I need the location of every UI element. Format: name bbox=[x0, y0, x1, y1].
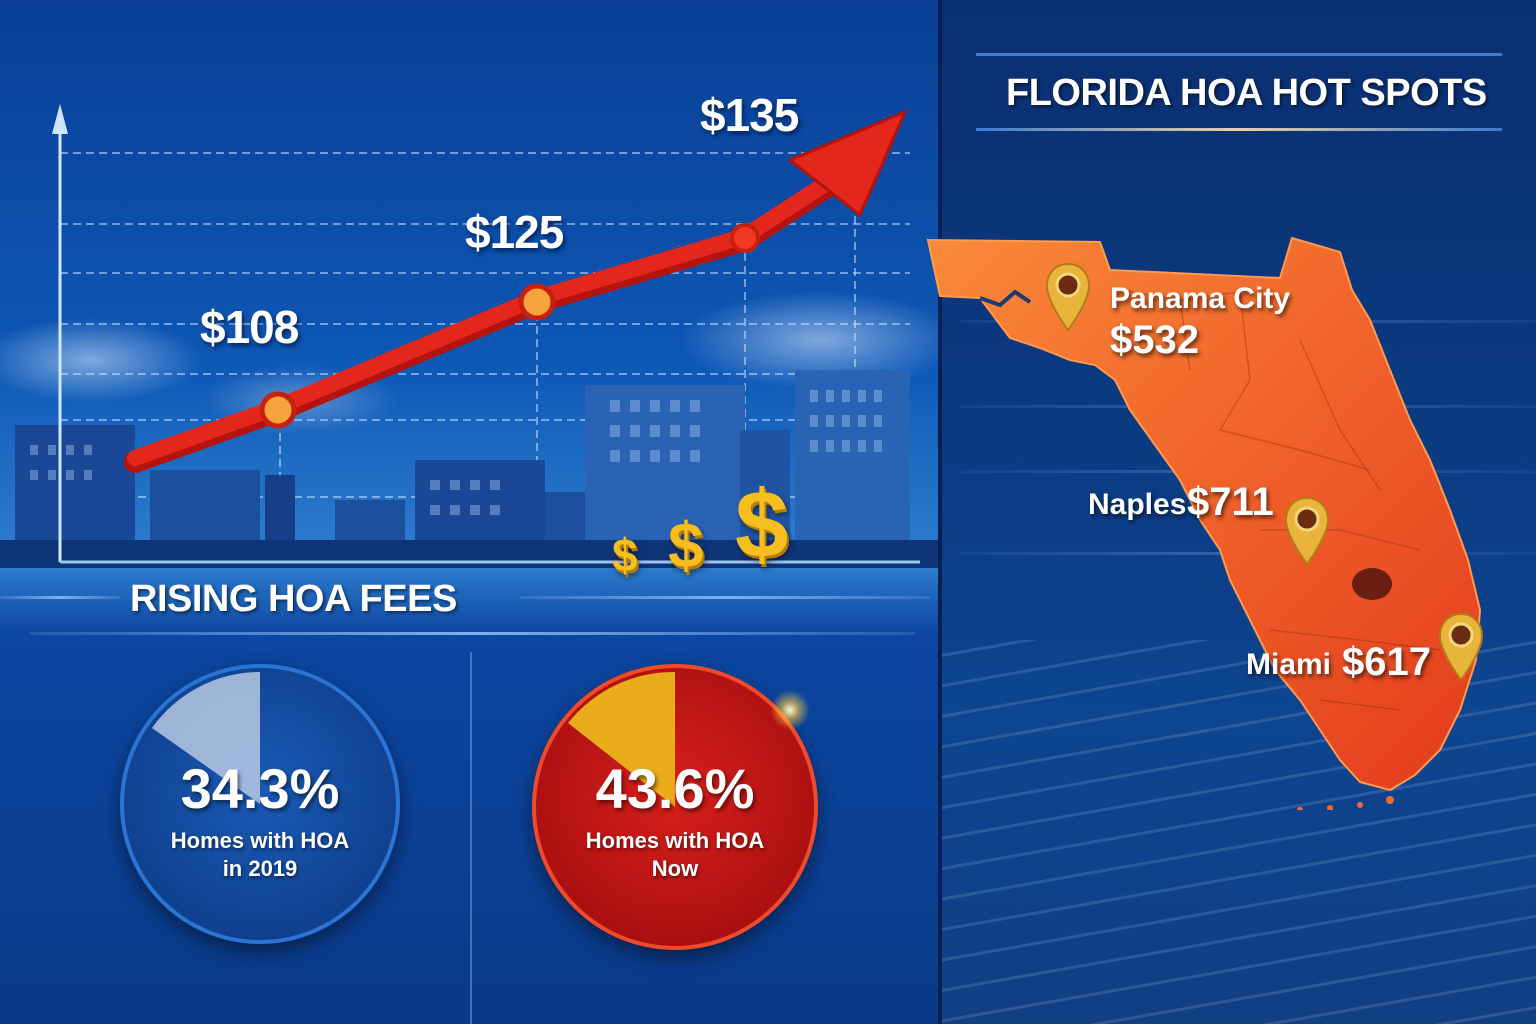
location-pin-naples-icon[interactable] bbox=[1284, 496, 1330, 566]
data-point-2 bbox=[518, 283, 556, 321]
city-price-miami: $617 bbox=[1342, 640, 1431, 684]
stat-value-2019: 34.3% bbox=[180, 757, 340, 820]
dollar-sign-small-icon: $ bbox=[612, 529, 638, 581]
stat-caption-2019-line2: in 2019 bbox=[222, 856, 298, 881]
pie-slice-now bbox=[568, 671, 675, 807]
building-windows bbox=[30, 390, 882, 515]
value-label-135: $135 bbox=[700, 89, 799, 141]
value-label-125: $125 bbox=[465, 206, 564, 258]
city-name-naples: Naples bbox=[1088, 488, 1187, 521]
city-name-miami: Miami bbox=[1246, 648, 1332, 681]
panel-divider bbox=[938, 0, 942, 1024]
tree-line bbox=[0, 540, 940, 568]
city-price-naples: $711 bbox=[1187, 480, 1274, 524]
stat-circle-2019: 34.3% Homes with HOA in 2019 bbox=[120, 664, 400, 944]
city-price-panama-city: $532 bbox=[1110, 318, 1199, 362]
title-rule-right bbox=[520, 596, 930, 599]
city-name-panama-city: Panama City bbox=[1110, 282, 1291, 315]
y-axis-arrow-icon bbox=[52, 104, 68, 134]
data-point-1 bbox=[259, 391, 297, 429]
stat-value-now: 43.6% bbox=[595, 757, 755, 820]
title-rule-left bbox=[0, 596, 120, 599]
rising-fees-title: RISING HOA FEES bbox=[130, 578, 457, 620]
florida-map bbox=[926, 236, 1482, 810]
pie-slice-2019 bbox=[152, 672, 260, 804]
line-chart bbox=[0, 104, 940, 568]
map-title: FLORIDA HOA HOT SPOTS bbox=[1006, 72, 1487, 114]
lake-okeechobee bbox=[1352, 568, 1392, 600]
stat-caption-now-line2: Now bbox=[651, 856, 699, 881]
florida-outline bbox=[926, 236, 1482, 792]
value-label-108: $108 bbox=[200, 301, 299, 353]
location-pin-miami-icon[interactable] bbox=[1438, 612, 1484, 682]
sparkle-icon bbox=[770, 690, 810, 730]
stat-caption-2019-line1: Homes with HOA bbox=[170, 828, 350, 853]
stat-circle-now: 43.6% Homes with HOA Now bbox=[532, 664, 818, 950]
stats-divider bbox=[470, 652, 472, 1024]
location-pin-panama-city-icon[interactable] bbox=[1045, 262, 1091, 332]
map-title-rule-bottom bbox=[976, 128, 1502, 131]
trend-arrowhead-icon bbox=[787, 109, 908, 218]
map-title-rule-top bbox=[976, 53, 1502, 56]
dollar-sign-medium-icon: $ bbox=[668, 509, 704, 581]
stat-caption-now-line1: Homes with HOA bbox=[585, 828, 765, 853]
section-divider bbox=[30, 632, 915, 635]
dollar-sign-large-icon: $ bbox=[735, 471, 789, 578]
florida-keys bbox=[1297, 796, 1394, 810]
data-point-3 bbox=[730, 223, 760, 253]
